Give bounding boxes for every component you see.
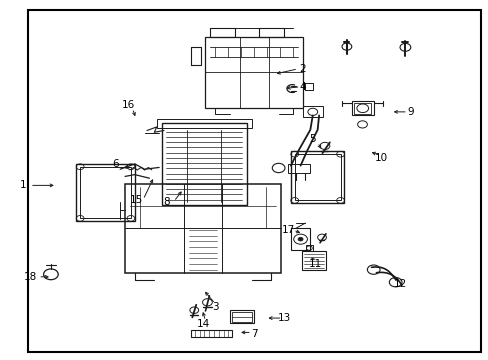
Bar xyxy=(302,251,326,270)
Bar xyxy=(205,37,303,108)
Bar xyxy=(80,167,131,219)
Text: 4: 4 xyxy=(299,82,305,92)
Bar xyxy=(353,103,370,114)
Bar xyxy=(76,164,135,221)
Bar xyxy=(157,119,251,128)
Text: 13: 13 xyxy=(277,313,290,323)
Text: 9: 9 xyxy=(406,107,413,117)
Text: 16: 16 xyxy=(122,100,135,110)
Text: 6: 6 xyxy=(112,159,119,169)
Text: 7: 7 xyxy=(250,329,257,339)
Text: 10: 10 xyxy=(374,153,387,163)
Text: 12: 12 xyxy=(393,279,407,289)
Bar xyxy=(161,123,246,205)
Text: 2: 2 xyxy=(299,64,305,74)
Bar xyxy=(303,107,322,117)
Bar xyxy=(190,330,232,337)
Text: 3: 3 xyxy=(211,302,218,312)
Text: 15: 15 xyxy=(129,195,142,205)
Bar xyxy=(305,245,313,251)
Text: 18: 18 xyxy=(24,272,38,282)
Text: 1: 1 xyxy=(20,180,26,190)
Bar xyxy=(288,164,310,173)
Bar xyxy=(125,184,281,273)
Text: 14: 14 xyxy=(196,319,209,329)
Bar xyxy=(290,151,344,203)
Text: 11: 11 xyxy=(308,259,321,269)
Text: 5: 5 xyxy=(309,134,315,144)
Bar xyxy=(290,228,310,250)
Bar xyxy=(351,101,373,116)
Text: 8: 8 xyxy=(163,197,169,207)
Bar xyxy=(232,312,251,321)
Bar xyxy=(294,154,340,201)
Text: 17: 17 xyxy=(281,225,294,235)
Bar xyxy=(229,310,254,323)
Circle shape xyxy=(298,237,303,241)
